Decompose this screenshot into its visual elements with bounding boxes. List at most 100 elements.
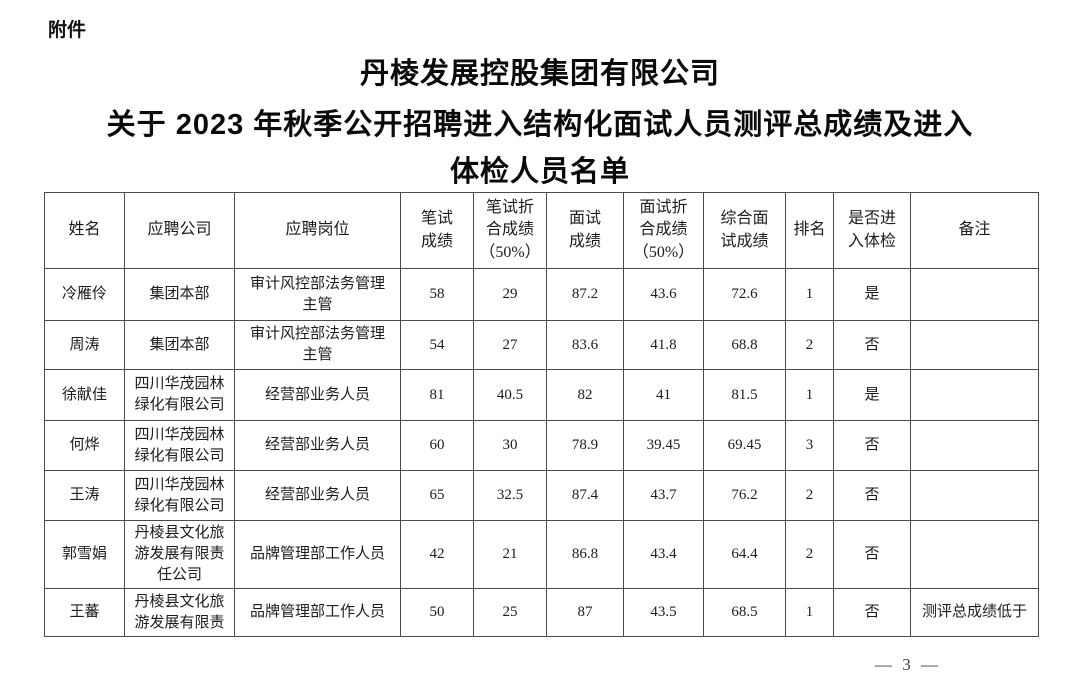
document-title-subject-line1: 关于 2023 年秋季公开招聘进入结构化面试人员测评总成绩及进入 <box>106 109 974 141</box>
cell-interview-score: 87.2 <box>546 268 624 321</box>
cell-company: 四川华茂园林 绿化有限公司 <box>124 420 235 471</box>
cell-rank: 1 <box>785 369 834 421</box>
cell-written-score: 58 <box>400 268 474 321</box>
cell-position: 经营部业务人员 <box>234 420 401 471</box>
cell-rank: 3 <box>785 420 834 471</box>
cell-interview-score: 78.9 <box>546 420 624 471</box>
cell-position: 审计风控部法务管理 主管 <box>234 320 401 370</box>
table-row: 何烨 四川华茂园林 绿化有限公司 经营部业务人员 60 30 78.9 39.4… <box>44 420 1039 471</box>
header-company: 应聘公司 <box>124 192 235 269</box>
cell-interview-score: 87.4 <box>546 470 624 521</box>
cell-interview-score: 86.8 <box>546 520 624 589</box>
cell-rank: 2 <box>785 520 834 589</box>
score-table: 姓名 应聘公司 应聘岗位 笔试 成绩 笔试折 合成绩 （50%） 面试 成绩 面… <box>44 192 1039 637</box>
document-title-company: 丹棱发展控股集团有限公司 <box>359 58 720 90</box>
cell-company: 集团本部 <box>124 320 235 370</box>
cell-interview-50pct: 43.5 <box>623 588 704 637</box>
cell-rank: 2 <box>785 470 834 521</box>
cell-remark <box>910 320 1039 370</box>
cell-written-score: 65 <box>400 470 474 521</box>
table-row: 周涛 集团本部 审计风控部法务管理 主管 54 27 83.6 41.8 68.… <box>44 320 1039 370</box>
header-rank: 排名 <box>785 192 834 269</box>
cell-written-50pct: 32.5 <box>473 470 547 521</box>
table-row: 徐献佳 四川华茂园林 绿化有限公司 经营部业务人员 81 40.5 82 41 … <box>44 369 1039 421</box>
cell-combined-score: 64.4 <box>703 520 786 589</box>
cell-combined-score: 68.8 <box>703 320 786 370</box>
header-interview-score: 面试 成绩 <box>546 192 624 269</box>
cell-written-50pct: 27 <box>473 320 547 370</box>
header-physical-exam: 是否进 入体检 <box>833 192 911 269</box>
cell-name: 王蕃 <box>44 588 125 637</box>
cell-written-score: 50 <box>400 588 474 637</box>
cell-company: 四川华茂园林 绿化有限公司 <box>124 369 235 421</box>
cell-physical-exam: 是 <box>833 369 911 421</box>
header-name: 姓名 <box>44 192 125 269</box>
cell-written-score: 42 <box>400 520 474 589</box>
cell-remark <box>910 420 1039 471</box>
cell-written-score: 81 <box>400 369 474 421</box>
header-written-50pct: 笔试折 合成绩 （50%） <box>473 192 547 269</box>
cell-name: 冷雁伶 <box>44 268 125 321</box>
cell-name: 郭雪娟 <box>44 520 125 589</box>
cell-remark <box>910 470 1039 521</box>
cell-position: 品牌管理部工作人员 <box>234 588 401 637</box>
cell-name: 何烨 <box>44 420 125 471</box>
cell-rank: 2 <box>785 320 834 370</box>
cell-position: 经营部业务人员 <box>234 470 401 521</box>
cell-written-50pct: 30 <box>473 420 547 471</box>
cell-interview-50pct: 43.4 <box>623 520 704 589</box>
cell-name: 周涛 <box>44 320 125 370</box>
cell-combined-score: 76.2 <box>703 470 786 521</box>
cell-combined-score: 68.5 <box>703 588 786 637</box>
cell-written-score: 60 <box>400 420 474 471</box>
cell-interview-50pct: 41 <box>623 369 704 421</box>
cell-interview-50pct: 43.7 <box>623 470 704 521</box>
cell-physical-exam: 否 <box>833 588 911 637</box>
header-written-score: 笔试 成绩 <box>400 192 474 269</box>
header-remark: 备注 <box>910 192 1039 269</box>
cell-combined-score: 72.6 <box>703 268 786 321</box>
cell-written-50pct: 40.5 <box>473 369 547 421</box>
cell-company: 丹棱县文化旅 游发展有限责 <box>124 588 235 637</box>
table-row: 王蕃 丹棱县文化旅 游发展有限责 品牌管理部工作人员 50 25 87 43.5… <box>44 588 1039 637</box>
cell-position: 经营部业务人员 <box>234 369 401 421</box>
cell-interview-50pct: 43.6 <box>623 268 704 321</box>
cell-physical-exam: 否 <box>833 520 911 589</box>
table-row: 冷雁伶 集团本部 审计风控部法务管理 主管 58 29 87.2 43.6 72… <box>44 268 1039 321</box>
cell-name: 王涛 <box>44 470 125 521</box>
header-interview-50pct: 面试折 合成绩 （50%） <box>623 192 704 269</box>
cell-written-50pct: 29 <box>473 268 547 321</box>
table-header-row: 姓名 应聘公司 应聘岗位 笔试 成绩 笔试折 合成绩 （50%） 面试 成绩 面… <box>44 192 1039 269</box>
attachment-label: 附件 <box>48 20 87 41</box>
cell-combined-score: 81.5 <box>703 369 786 421</box>
header-combined-score: 综合面 试成绩 <box>703 192 786 269</box>
cell-company: 丹棱县文化旅 游发展有限责 任公司 <box>124 520 235 589</box>
cell-interview-score: 82 <box>546 369 624 421</box>
cell-remark <box>910 520 1039 589</box>
cell-interview-50pct: 41.8 <box>623 320 704 370</box>
cell-physical-exam: 否 <box>833 420 911 471</box>
table-row: 王涛 四川华茂园林 绿化有限公司 经营部业务人员 65 32.5 87.4 43… <box>44 470 1039 521</box>
table-row: 郭雪娟 丹棱县文化旅 游发展有限责 任公司 品牌管理部工作人员 42 21 86… <box>44 520 1039 589</box>
cell-remark: 测评总成绩低于 <box>910 588 1039 637</box>
cell-written-50pct: 25 <box>473 588 547 637</box>
cell-combined-score: 69.45 <box>703 420 786 471</box>
document-title-subject-line2: 体检人员名单 <box>449 156 630 188</box>
cell-physical-exam: 否 <box>833 470 911 521</box>
cell-remark <box>910 369 1039 421</box>
cell-physical-exam: 是 <box>833 268 911 321</box>
cell-interview-score: 83.6 <box>546 320 624 370</box>
cell-written-50pct: 21 <box>473 520 547 589</box>
cell-position: 审计风控部法务管理 主管 <box>234 268 401 321</box>
cell-name: 徐献佳 <box>44 369 125 421</box>
cell-company: 四川华茂园林 绿化有限公司 <box>124 470 235 521</box>
header-position: 应聘岗位 <box>234 192 401 269</box>
page-number: — 3 — <box>875 655 941 674</box>
cell-remark <box>910 268 1039 321</box>
cell-physical-exam: 否 <box>833 320 911 370</box>
cell-interview-50pct: 39.45 <box>623 420 704 471</box>
cell-written-score: 54 <box>400 320 474 370</box>
cell-company: 集团本部 <box>124 268 235 321</box>
cell-interview-score: 87 <box>546 588 624 637</box>
